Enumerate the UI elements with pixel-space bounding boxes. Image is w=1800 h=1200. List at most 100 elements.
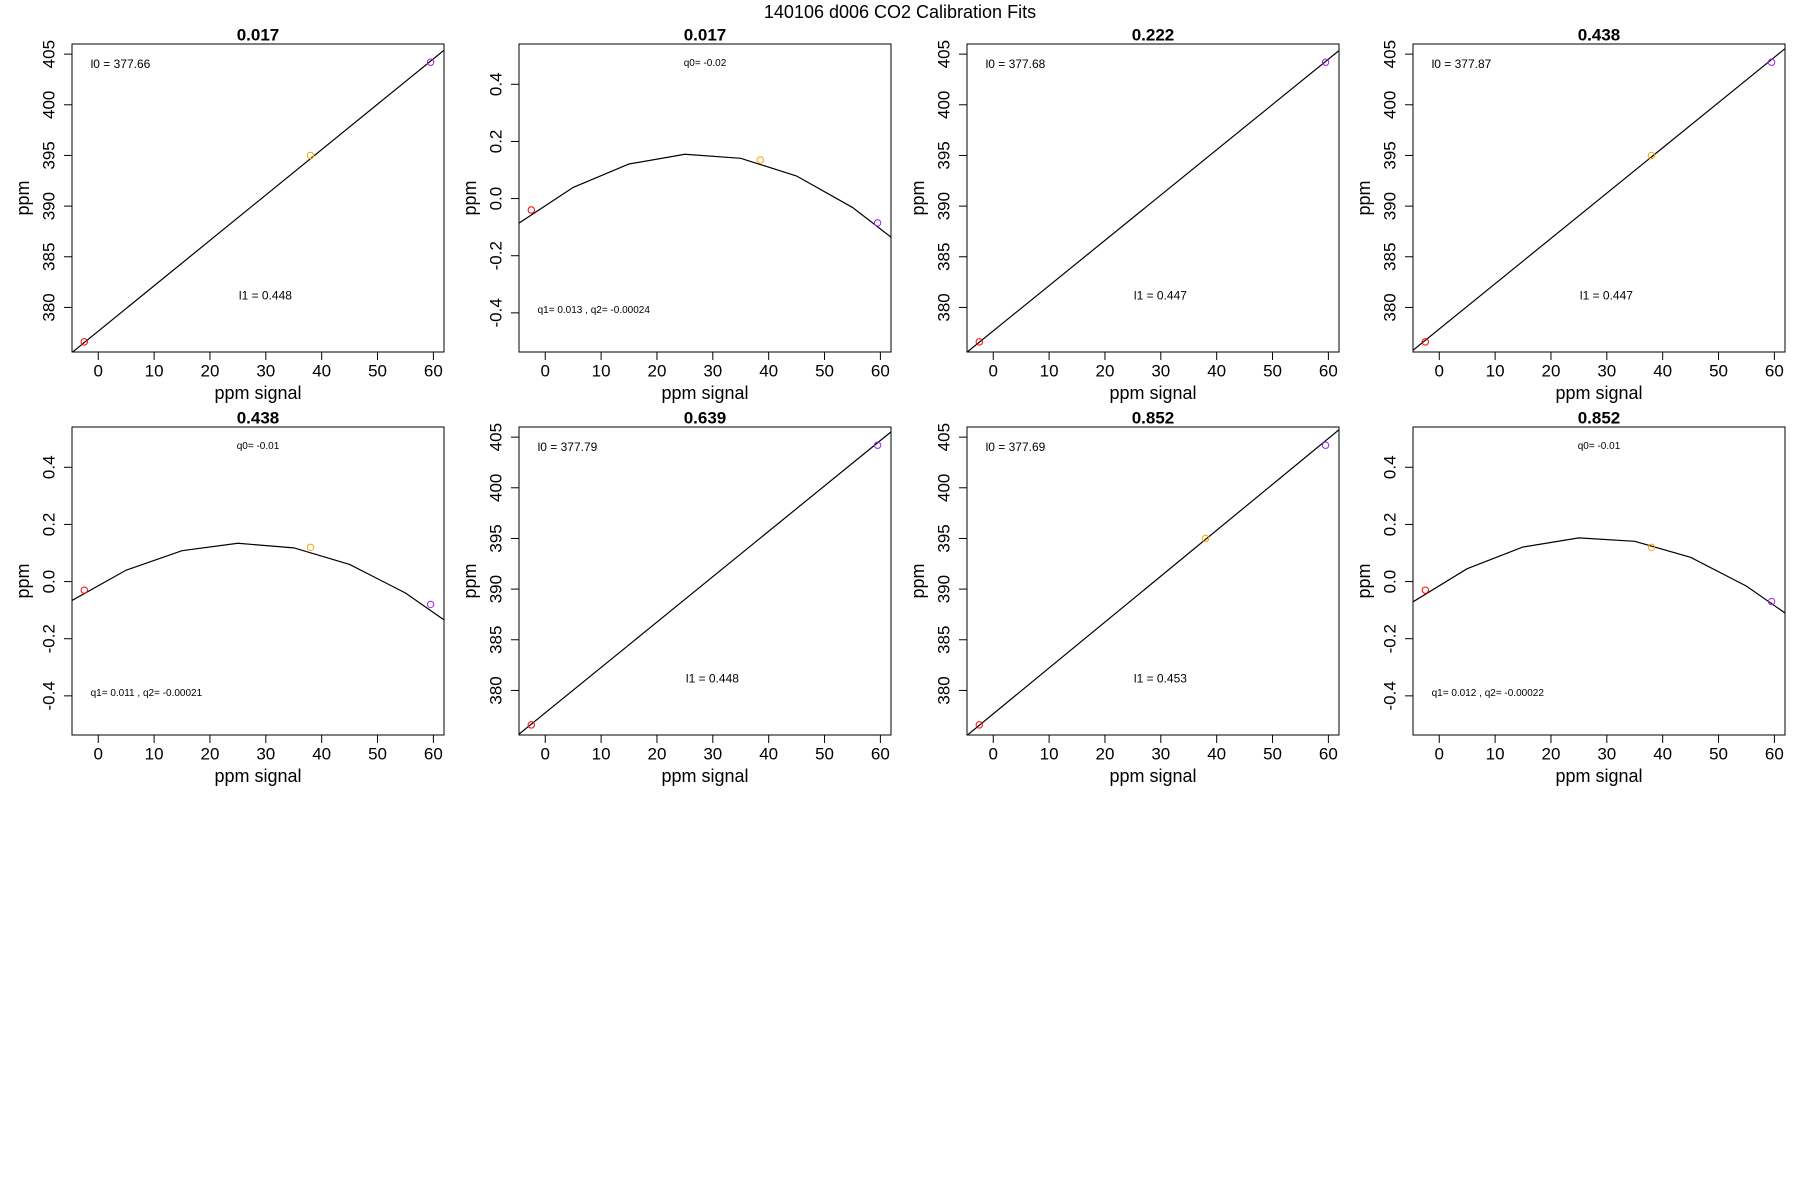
x-axis-label: ppm signal — [661, 383, 748, 403]
panel-title: 0.438 — [1578, 25, 1621, 44]
x-axis-label: ppm signal — [214, 383, 301, 403]
panel-title: 0.017 — [684, 25, 727, 44]
annotation: l1 = 0.453 — [1134, 672, 1187, 686]
x-tick-label: 40 — [1207, 744, 1226, 763]
y-tick-label: 395 — [934, 141, 953, 169]
fit-line — [519, 153, 891, 238]
fit-line — [1413, 537, 1785, 614]
annotation: l1 = 0.447 — [1134, 289, 1187, 303]
annotation: l0 = 377.68 — [986, 57, 1046, 71]
y-tick-label: 385 — [934, 243, 953, 271]
x-tick-label: 0 — [94, 744, 103, 763]
x-tick-label: 40 — [312, 744, 331, 763]
x-tick-label: 40 — [759, 361, 778, 380]
panel-title: 0.222 — [1132, 25, 1175, 44]
x-tick-label: 40 — [312, 361, 331, 380]
x-tick-label: 20 — [648, 361, 667, 380]
fit-line — [72, 542, 444, 621]
x-tick-label: 0 — [1435, 361, 1444, 380]
x-tick-label: 20 — [648, 744, 667, 763]
y-tick-label: 400 — [39, 91, 58, 119]
x-tick-label: 50 — [1263, 361, 1282, 380]
x-axis-label: ppm signal — [1109, 383, 1196, 403]
x-tick-label: 20 — [201, 361, 220, 380]
x-tick-label: 60 — [1319, 744, 1338, 763]
x-tick-label: 10 — [1040, 744, 1059, 763]
data-point — [1647, 543, 1656, 551]
y-tick-label: 400 — [1380, 91, 1399, 119]
data-point — [1321, 58, 1330, 66]
x-tick-label: 0 — [541, 361, 550, 380]
y-tick-label: -0.4 — [486, 298, 505, 327]
data-point — [306, 151, 315, 160]
y-tick-label: 400 — [486, 474, 505, 502]
x-tick-label: 0 — [541, 744, 550, 763]
x-tick-label: 60 — [871, 361, 890, 380]
data-point — [1767, 597, 1776, 606]
y-tick-label: 380 — [486, 676, 505, 704]
y-tick-label: 0.0 — [39, 570, 58, 594]
x-tick-label: 0 — [989, 361, 998, 380]
annotation: l0 = 377.69 — [986, 440, 1046, 454]
fit-line — [72, 49, 444, 352]
y-tick-label: -0.2 — [486, 241, 505, 270]
x-tick-label: 40 — [1207, 361, 1226, 380]
x-tick-label: 30 — [1151, 361, 1170, 380]
fit-line — [1413, 48, 1785, 351]
x-tick-label: 40 — [1653, 744, 1672, 763]
annotation: q0= -0.01 — [237, 441, 280, 452]
x-tick-label: 40 — [1653, 361, 1672, 380]
y-tick-label: 400 — [934, 474, 953, 502]
x-tick-label: 50 — [815, 744, 834, 763]
data-point — [975, 721, 983, 729]
data-point — [1767, 58, 1776, 66]
y-tick-label: 0.0 — [486, 187, 505, 211]
y-tick-label: 0.0 — [1380, 570, 1399, 594]
y-tick-label: 400 — [934, 91, 953, 119]
y-axis-label: ppm — [908, 180, 928, 215]
annotation: l0 = 377.87 — [1432, 57, 1492, 71]
panel: 0.017 0 10 20 30 40 50 60 ppm signal -0.4 -0.2 0.0 0… — [460, 25, 892, 403]
x-tick-label: 50 — [1709, 361, 1728, 380]
panel: 0.017 0 10 20 30 40 50 60 ppm signal 380 385 390 395… — [13, 25, 445, 403]
annotation: q0= -0.02 — [684, 58, 727, 69]
x-tick-label: 30 — [1597, 744, 1616, 763]
x-tick-label: 50 — [1263, 744, 1282, 763]
panel: 0.222 0 10 20 30 40 50 60 ppm signal 380 385 390 395… — [908, 25, 1340, 403]
y-tick-label: 405 — [486, 423, 505, 451]
y-tick-label: 380 — [934, 676, 953, 704]
y-tick-label: 0.2 — [1380, 513, 1399, 537]
x-tick-label: 10 — [1040, 361, 1059, 380]
annotation: l1 = 0.448 — [239, 289, 292, 303]
x-axis-label: ppm signal — [1555, 766, 1642, 786]
y-tick-label: 405 — [934, 423, 953, 451]
y-tick-label: 395 — [1380, 141, 1399, 169]
panel-title: 0.639 — [684, 408, 727, 427]
panel-title: 0.017 — [237, 25, 280, 44]
data-point — [527, 721, 535, 729]
annotation: q0= -0.01 — [1578, 441, 1621, 452]
x-tick-label: 20 — [1542, 744, 1561, 763]
data-point — [80, 338, 88, 346]
data-point — [1647, 151, 1656, 160]
x-tick-label: 0 — [1435, 744, 1444, 763]
annotation: l0 = 377.79 — [538, 440, 598, 454]
y-tick-label: 395 — [486, 524, 505, 552]
data-point — [527, 206, 535, 214]
y-tick-label: 0.4 — [486, 72, 505, 96]
x-tick-label: 0 — [989, 744, 998, 763]
annotation: q1= 0.012 , q2= -0.00022 — [1432, 688, 1545, 699]
fit-line — [967, 429, 1339, 735]
y-tick-label: 390 — [934, 192, 953, 220]
data-point — [426, 600, 435, 609]
fit-line — [519, 431, 891, 735]
y-axis-label: ppm — [460, 180, 480, 215]
figure-title: 140106 d006 CO2 Calibration Fits — [764, 2, 1036, 22]
x-tick-label: 0 — [94, 361, 103, 380]
y-tick-label: 0.2 — [39, 513, 58, 537]
data-point — [873, 441, 882, 449]
data-point — [1321, 441, 1330, 449]
x-tick-label: 40 — [759, 744, 778, 763]
x-tick-label: 20 — [1096, 744, 1115, 763]
y-tick-label: 385 — [39, 243, 58, 271]
